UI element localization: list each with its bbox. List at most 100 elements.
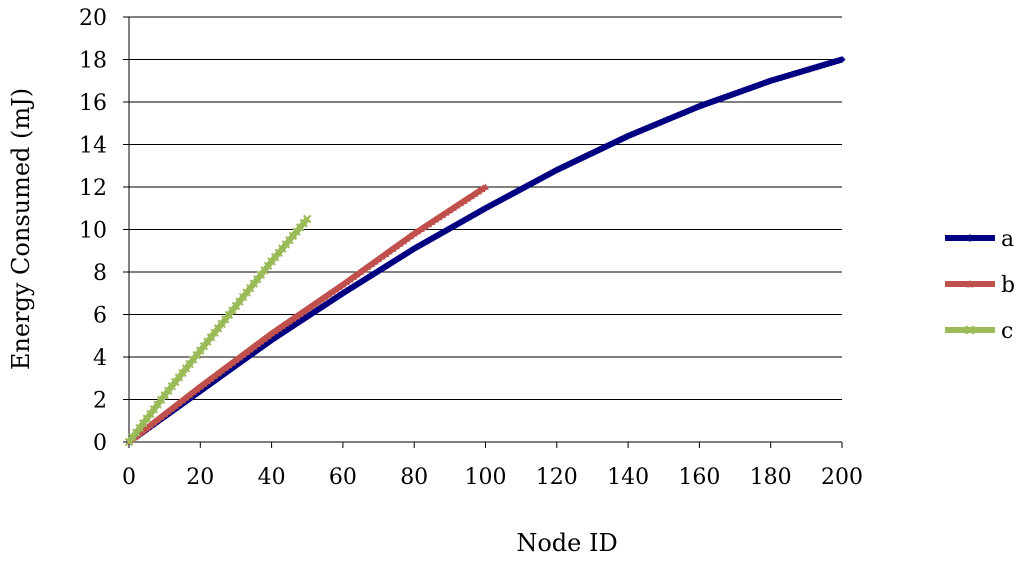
x-tick-label-160: 160 — [678, 465, 720, 490]
data-point-b-6 — [146, 421, 154, 429]
data-point-b-30 — [232, 356, 240, 363]
data-point-b-48 — [296, 310, 304, 317]
data-point-b-29 — [228, 359, 236, 366]
x-tick-label-0: 0 — [122, 465, 136, 490]
data-point-b-53 — [314, 298, 322, 305]
data-point-b-12 — [168, 405, 176, 412]
data-point-a-200 — [838, 56, 846, 63]
data-point-b-19 — [193, 386, 201, 393]
x-tick-label-120: 120 — [536, 465, 578, 490]
data-point-b-64 — [353, 271, 361, 278]
x-tick-label-60: 60 — [329, 465, 357, 490]
data-point-b-38 — [260, 335, 268, 342]
data-point-b-5 — [143, 424, 151, 431]
data-point-b-82 — [417, 225, 425, 232]
data-point-b-100 — [482, 183, 489, 190]
data-point-b-50 — [303, 305, 311, 312]
data-point-b-8 — [154, 416, 162, 423]
data-point-b-36 — [253, 340, 261, 348]
data-point-b-78 — [403, 235, 411, 242]
data-point-b-42 — [275, 325, 283, 332]
x-tick-label-200: 200 — [821, 465, 863, 490]
y-tick-label-18: 18 — [79, 49, 107, 74]
data-point-b-28 — [225, 362, 233, 369]
data-point-b-40 — [268, 330, 276, 337]
data-point-b-87 — [435, 213, 443, 221]
x-tick-label-140: 140 — [607, 465, 649, 490]
data-point-c-50 — [303, 214, 312, 224]
data-point-b-44 — [282, 320, 290, 327]
data-point-b-25 — [214, 369, 222, 377]
data-point-b-63 — [350, 273, 358, 280]
x-tick-label-80: 80 — [400, 465, 428, 490]
data-point-b-56 — [325, 291, 333, 298]
x-axis-title: Node ID — [516, 529, 617, 557]
x-tick-label-100: 100 — [465, 465, 507, 490]
data-point-b-18 — [189, 388, 197, 396]
data-point-b-11 — [164, 408, 172, 415]
data-point-b-55 — [321, 293, 329, 300]
data-point-b-93 — [457, 199, 465, 207]
data-point-b-84 — [424, 220, 432, 228]
x-tick-label-40: 40 — [258, 465, 286, 490]
data-point-b-86 — [432, 216, 440, 223]
legend-marker-b — [966, 280, 974, 288]
data-point-b-65 — [357, 268, 365, 275]
y-tick-label-14: 14 — [79, 134, 107, 159]
legend-entry-a: a — [945, 227, 1014, 252]
data-point-b-26 — [218, 367, 226, 374]
data-point-b-58 — [332, 286, 340, 293]
data-point-b-90 — [446, 206, 454, 214]
series-b — [125, 183, 489, 445]
data-point-b-67 — [364, 263, 372, 270]
data-point-a-107 — [506, 191, 514, 199]
legend-label-c: c — [1001, 319, 1013, 344]
data-point-b-9 — [157, 413, 165, 420]
y-tick-label-8: 8 — [93, 261, 107, 286]
data-point-b-41 — [271, 327, 279, 334]
data-point-b-27 — [221, 364, 229, 371]
data-point-b-97 — [471, 190, 479, 197]
x-tick-label-20: 20 — [186, 465, 214, 490]
data-point-b-33 — [243, 348, 251, 356]
legend-entry-b: b — [945, 273, 1015, 298]
data-point-b-47 — [293, 313, 301, 320]
data-point-b-95 — [464, 195, 472, 202]
data-point-b-13 — [171, 402, 179, 409]
data-point-b-34 — [246, 346, 254, 353]
data-point-b-7 — [150, 419, 158, 426]
legend-entry-c: c — [945, 319, 1013, 344]
y-tick-label-2: 2 — [93, 389, 107, 414]
y-tick-label-6: 6 — [93, 304, 107, 329]
data-point-b-35 — [250, 343, 258, 350]
data-point-b-16 — [182, 394, 190, 401]
data-point-b-75 — [392, 243, 400, 250]
data-point-b-62 — [346, 276, 354, 283]
data-point-b-70 — [375, 255, 383, 263]
data-point-b-10 — [161, 410, 169, 418]
y-tick-label-4: 4 — [93, 346, 107, 371]
data-point-b-92 — [453, 202, 461, 209]
data-point-b-32 — [239, 351, 247, 358]
data-point-b-43 — [278, 322, 286, 330]
data-point-b-68 — [367, 260, 375, 268]
data-point-b-39 — [264, 332, 272, 340]
data-point-b-85 — [428, 218, 436, 225]
data-point-b-46 — [289, 315, 297, 322]
data-point-b-59 — [335, 283, 343, 290]
data-point-b-23 — [207, 375, 215, 382]
legend-marker-c — [965, 325, 975, 335]
data-point-b-31 — [236, 354, 244, 361]
data-point-b-73 — [385, 248, 393, 255]
data-point-b-96 — [467, 192, 475, 200]
data-point-b-66 — [360, 265, 368, 273]
data-point-b-99 — [478, 185, 486, 193]
data-point-b-81 — [414, 227, 422, 235]
x-tick-label-180: 180 — [750, 465, 792, 490]
data-point-b-88 — [439, 211, 447, 218]
data-point-b-76 — [396, 240, 404, 247]
series-c — [124, 214, 312, 447]
